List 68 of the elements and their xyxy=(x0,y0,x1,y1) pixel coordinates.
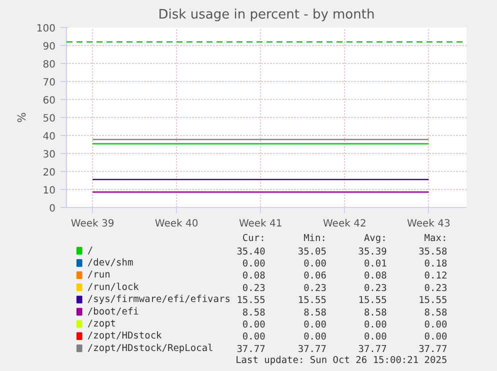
text: 8.58 xyxy=(304,307,327,318)
legend-label: /boot/efi xyxy=(87,306,140,318)
text: 0.00 xyxy=(242,319,266,330)
text: 0.00 xyxy=(242,332,266,343)
text: 0.00 xyxy=(364,319,388,330)
text: 8.58 xyxy=(424,307,448,318)
text: 35.58 xyxy=(418,246,448,258)
legend-label: /zopt/HDstock/RepLocal xyxy=(87,342,214,354)
text: 15.55 xyxy=(358,295,387,306)
y-tick-label: 90 xyxy=(42,42,56,52)
text: 0.00 xyxy=(304,332,327,343)
x-tick-label: Week 43 xyxy=(407,218,450,230)
text: 37.77 xyxy=(298,344,326,355)
y-tick-label: 20 xyxy=(42,168,56,178)
legend-label: /run/lock xyxy=(87,282,140,293)
x-tick-label: Week 40 xyxy=(154,218,198,230)
text: 0.06 xyxy=(304,270,327,282)
x-tick-label: Week 39 xyxy=(70,218,114,230)
text: Last update: Sun Oct 26 15:00:21 2025 xyxy=(236,355,448,366)
legend-label: /sys/firmware/efi/efivars xyxy=(87,294,230,306)
text: 0.00 xyxy=(304,258,327,270)
y-tick-label: 70 xyxy=(42,78,56,88)
text: 0.23 xyxy=(242,282,266,294)
text: 35.39 xyxy=(358,246,388,258)
text: 0.23 xyxy=(304,282,326,294)
text: 8.58 xyxy=(242,307,266,318)
text: 37.77 xyxy=(418,344,448,355)
legend-label: /zopt xyxy=(87,318,116,330)
y-tick-label: 80 xyxy=(42,60,56,70)
x-tick-label: Week 42 xyxy=(323,218,366,230)
y-tick-label: 100 xyxy=(36,24,56,34)
text: 35.40 xyxy=(236,246,266,258)
text: 15.55 xyxy=(298,295,326,306)
y-tick-label: 10 xyxy=(42,186,56,196)
x-tick-label: Week 41 xyxy=(238,218,282,230)
text: 35.05 xyxy=(298,246,326,258)
y-tick-label: 60 xyxy=(42,96,56,106)
text: 37.77 xyxy=(236,344,266,355)
text: 0.01 xyxy=(364,258,388,270)
text: 0.23 xyxy=(424,282,448,294)
y-tick-label: 0 xyxy=(49,204,56,214)
text: 0.18 xyxy=(424,258,448,270)
text: Cur: xyxy=(242,233,266,244)
text: 0.08 xyxy=(242,270,266,282)
y-axis-title: % xyxy=(15,112,28,123)
text: Min: xyxy=(304,233,326,244)
text: 8.58 xyxy=(364,307,388,318)
text: 15.55 xyxy=(236,295,266,306)
text: Avg: xyxy=(364,233,387,244)
chart-title: Disk usage in percent - by month xyxy=(158,8,375,22)
y-tick-label: 30 xyxy=(42,150,56,160)
text: 15.55 xyxy=(418,295,448,306)
text: 0.00 xyxy=(242,258,266,270)
text: 0.23 xyxy=(364,282,387,294)
text: Max: xyxy=(424,233,448,244)
text: 0.00 xyxy=(424,332,448,343)
y-tick-label: 50 xyxy=(42,114,56,124)
legend-label: /run xyxy=(87,270,110,281)
text: 0.12 xyxy=(424,270,448,282)
text: 0.00 xyxy=(304,319,327,330)
legend-label: /zopt/HDstock xyxy=(87,330,162,342)
y-tick-label: 40 xyxy=(42,132,56,142)
text: 0.00 xyxy=(364,332,388,343)
legend-label: /dev/shm xyxy=(87,257,134,268)
text: 0.00 xyxy=(424,319,448,330)
text: 0.08 xyxy=(364,270,388,282)
legend-label: / xyxy=(87,245,94,256)
text: 37.77 xyxy=(358,344,387,355)
